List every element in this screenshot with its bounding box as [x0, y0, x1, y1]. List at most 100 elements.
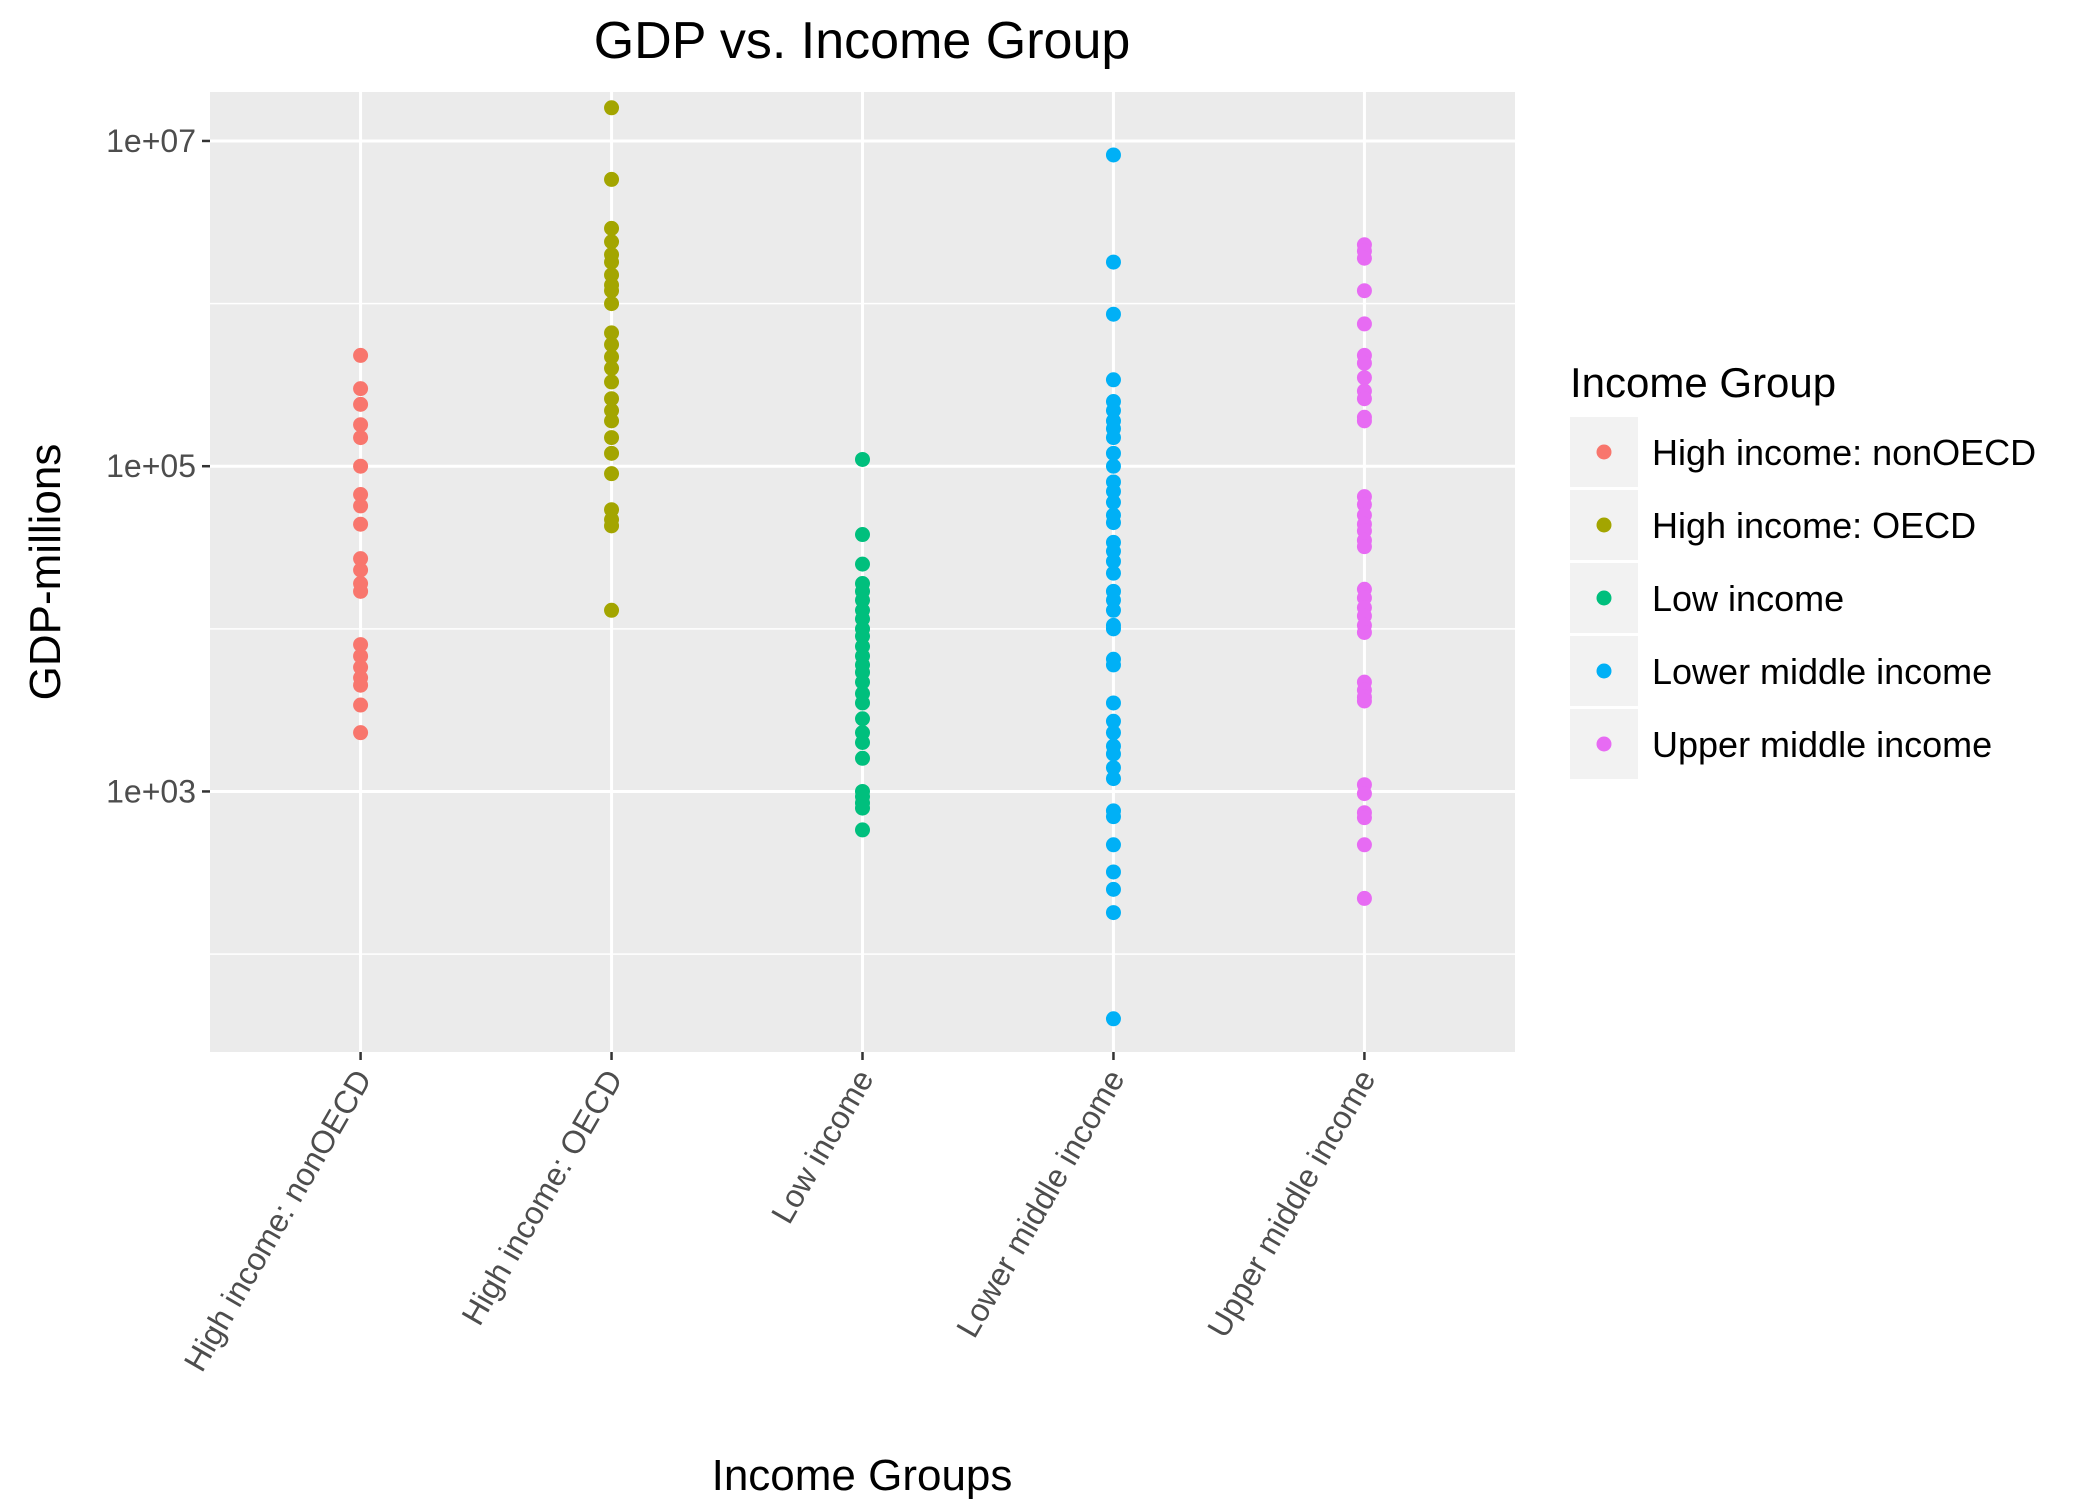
data-point [353, 697, 369, 713]
series-points [1105, 147, 1121, 1027]
x-tick-label: High income: nonOECD [177, 1064, 379, 1378]
data-point [1105, 695, 1121, 711]
data-point [1105, 147, 1121, 163]
series-points [855, 451, 870, 838]
data-point [855, 711, 870, 727]
data-point [353, 396, 369, 412]
data-point [1356, 355, 1372, 371]
data-point [353, 677, 369, 693]
data-point [353, 562, 369, 578]
legend-label: Upper middle income [1652, 724, 1992, 765]
legend-label: High income: nonOECD [1652, 432, 2036, 473]
data-point [604, 602, 620, 618]
data-point [1105, 372, 1121, 388]
data-point [1356, 413, 1372, 429]
data-point [353, 417, 369, 433]
data-point [353, 659, 369, 675]
data-point [604, 413, 620, 429]
data-point [1356, 283, 1372, 299]
data-point [1105, 403, 1121, 419]
data-point [1105, 553, 1121, 569]
legend: Income Group High income: nonOECD High in… [1570, 359, 2036, 779]
data-point [1356, 250, 1372, 266]
data-point [1105, 837, 1121, 853]
data-point [1105, 905, 1121, 921]
legend-item: Lower middle income [1570, 636, 1992, 706]
x-tick-label: Lower middle income [949, 1064, 1131, 1344]
data-point [855, 735, 870, 751]
data-point [604, 296, 620, 312]
data-point [1105, 1011, 1121, 1027]
legend-marker [1596, 590, 1612, 606]
y-axis: 1e+03 1e+05 1e+07 [106, 123, 210, 809]
data-point [1105, 881, 1121, 897]
data-point [1356, 539, 1372, 555]
data-point [1105, 602, 1121, 618]
legend-item: High income: nonOECD [1570, 417, 2036, 487]
data-point [1105, 725, 1121, 741]
x-tick-label: Low income [764, 1064, 881, 1230]
y-tick-label: 1e+07 [106, 123, 196, 159]
legend-marker [1596, 736, 1612, 752]
x-tick-label: High income: OECD [454, 1064, 629, 1331]
data-point [604, 254, 620, 270]
data-point [855, 556, 870, 572]
data-point [604, 325, 620, 341]
data-point [604, 234, 620, 250]
chart-title: GDP vs. Income Group [594, 12, 1131, 70]
data-point [1356, 890, 1372, 906]
data-point [353, 637, 369, 653]
data-point [353, 381, 369, 397]
data-point [604, 466, 620, 482]
data-point [1105, 430, 1121, 446]
data-point [604, 283, 620, 299]
data-point [353, 347, 369, 363]
data-point [353, 486, 369, 502]
data-point [855, 451, 870, 467]
data-point [604, 430, 620, 446]
legend-label: High income: OECD [1652, 505, 1976, 546]
data-point [1356, 693, 1372, 709]
data-points [353, 100, 1372, 1027]
data-point [855, 750, 870, 766]
data-point [1105, 621, 1121, 637]
data-point [604, 374, 620, 390]
legend-item: High income: OECD [1570, 490, 1976, 560]
data-point [1105, 771, 1121, 787]
data-point [604, 349, 620, 365]
data-point [1105, 864, 1121, 880]
data-point [353, 498, 369, 514]
data-point [1356, 497, 1372, 513]
data-point [1105, 483, 1121, 499]
y-tick-label: 1e+03 [106, 773, 196, 809]
data-point [1105, 458, 1121, 474]
legend-label: Lower middle income [1652, 651, 1992, 692]
data-point [604, 403, 620, 419]
legend-label: Low income [1652, 578, 1844, 619]
y-tick-label: 1e+05 [106, 448, 196, 484]
data-point [855, 822, 870, 838]
series-points [1356, 237, 1372, 906]
data-point [604, 445, 620, 461]
data-point [1105, 565, 1121, 581]
data-point [1105, 306, 1121, 322]
legend-marker [1596, 663, 1612, 679]
data-point [1356, 810, 1372, 826]
data-point [353, 583, 369, 599]
data-point [604, 171, 620, 187]
data-point [353, 516, 369, 532]
data-point [604, 100, 620, 116]
data-point [604, 360, 620, 376]
legend-marker [1596, 444, 1612, 460]
x-axis-title: Income Groups [712, 1451, 1013, 1500]
data-point [353, 430, 369, 446]
legend-item: Low income [1570, 563, 1844, 633]
y-axis-title: GDP-millions [21, 444, 70, 701]
data-point [1105, 515, 1121, 531]
data-point [1105, 657, 1121, 673]
series-points [353, 347, 369, 741]
data-point [1105, 746, 1121, 762]
data-point [1105, 445, 1121, 461]
data-point [855, 527, 870, 543]
